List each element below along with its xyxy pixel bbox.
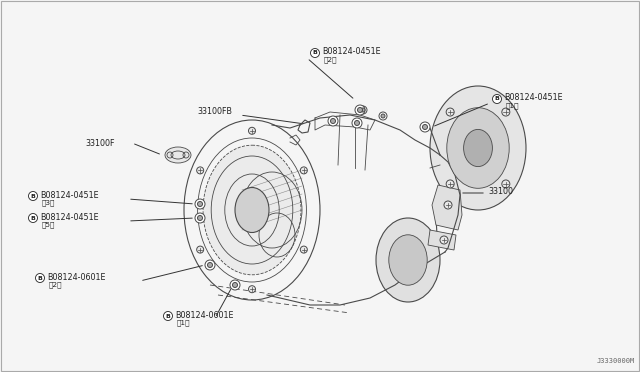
- Ellipse shape: [376, 218, 440, 302]
- Circle shape: [420, 122, 430, 132]
- Text: B08124-0601E: B08124-0601E: [175, 311, 234, 320]
- Circle shape: [379, 112, 387, 120]
- Circle shape: [35, 273, 45, 282]
- Text: 〈1〉: 〈1〉: [506, 103, 520, 109]
- Circle shape: [493, 94, 502, 103]
- Circle shape: [205, 260, 215, 270]
- Circle shape: [29, 214, 38, 222]
- Text: B: B: [31, 215, 35, 221]
- Text: B: B: [38, 276, 42, 280]
- Text: B: B: [495, 96, 499, 102]
- Circle shape: [248, 127, 255, 134]
- Text: B08124-0451E: B08124-0451E: [504, 93, 563, 103]
- Text: 33100FB: 33100FB: [197, 108, 232, 116]
- Text: J3330000M: J3330000M: [596, 358, 635, 364]
- Circle shape: [358, 108, 362, 112]
- Circle shape: [198, 202, 202, 206]
- Circle shape: [446, 108, 454, 116]
- Circle shape: [355, 121, 360, 125]
- Circle shape: [381, 114, 385, 118]
- Ellipse shape: [235, 187, 269, 232]
- Circle shape: [300, 246, 307, 253]
- Circle shape: [328, 116, 338, 126]
- Circle shape: [502, 108, 510, 116]
- Text: 〈2〉: 〈2〉: [324, 57, 337, 63]
- Text: B: B: [312, 51, 317, 55]
- Circle shape: [196, 246, 204, 253]
- Text: B08124-0451E: B08124-0451E: [40, 212, 99, 221]
- Ellipse shape: [430, 86, 526, 210]
- Ellipse shape: [463, 129, 492, 167]
- Text: 33100F: 33100F: [85, 138, 115, 148]
- Circle shape: [230, 280, 240, 290]
- Circle shape: [196, 167, 204, 174]
- Text: B08124-0451E: B08124-0451E: [40, 190, 99, 199]
- Circle shape: [361, 108, 365, 112]
- Circle shape: [195, 199, 205, 209]
- Circle shape: [352, 118, 362, 128]
- Text: 〈2〉: 〈2〉: [49, 282, 63, 288]
- Circle shape: [502, 180, 510, 188]
- Text: B: B: [166, 314, 170, 318]
- Text: 〈3〉: 〈3〉: [42, 200, 56, 206]
- Circle shape: [207, 263, 212, 267]
- Text: B08124-0451E: B08124-0451E: [322, 48, 381, 57]
- Circle shape: [195, 213, 205, 223]
- Polygon shape: [428, 230, 456, 250]
- Ellipse shape: [447, 108, 509, 188]
- Circle shape: [446, 180, 454, 188]
- Text: 〈1〉: 〈1〉: [177, 320, 191, 326]
- Circle shape: [359, 106, 367, 114]
- Circle shape: [355, 105, 365, 115]
- Circle shape: [300, 167, 307, 174]
- Text: B08124-0601E: B08124-0601E: [47, 273, 106, 282]
- Ellipse shape: [389, 235, 428, 285]
- Circle shape: [444, 201, 452, 209]
- Text: 〈5〉: 〈5〉: [42, 222, 56, 228]
- Circle shape: [29, 192, 38, 201]
- Polygon shape: [432, 185, 462, 230]
- Circle shape: [422, 125, 428, 129]
- Text: B: B: [31, 193, 35, 199]
- Circle shape: [440, 236, 448, 244]
- Ellipse shape: [165, 147, 191, 163]
- Circle shape: [310, 48, 319, 58]
- Circle shape: [248, 286, 255, 293]
- Circle shape: [198, 215, 202, 221]
- Circle shape: [232, 282, 237, 288]
- Circle shape: [163, 311, 173, 321]
- Ellipse shape: [203, 145, 301, 275]
- Text: 33100: 33100: [488, 187, 513, 196]
- Circle shape: [330, 119, 335, 124]
